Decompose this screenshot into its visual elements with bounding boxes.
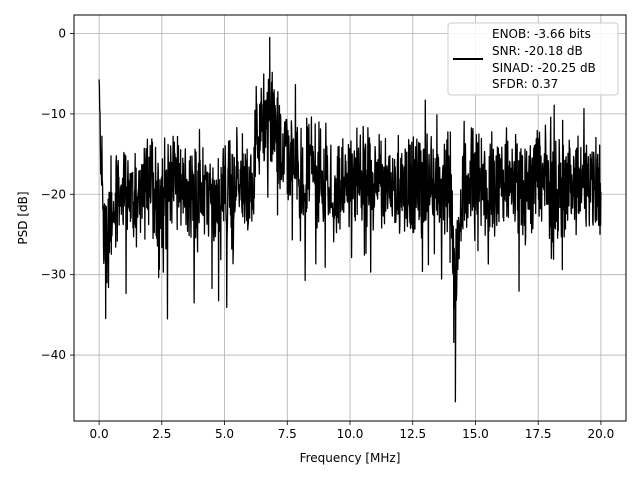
x-axis-label: Frequency [MHz] [300, 451, 401, 465]
psd-series-line [98, 36, 602, 403]
y-tick-label: 0 [58, 26, 66, 40]
x-tick-label: 20.0 [588, 427, 615, 441]
y-axis-ticks: 0 −10 −20 −30 −40 [41, 26, 74, 362]
y-tick-label: −40 [41, 348, 66, 362]
legend-sinad: SINAD: -20.25 dB [492, 61, 596, 75]
x-tick-label: 5.0 [215, 427, 234, 441]
x-tick-label: 10.0 [337, 427, 364, 441]
legend-snr: SNR: -20.18 dB [492, 44, 583, 58]
y-axis-label: PSD [dB] [16, 191, 30, 244]
legend: ENOB: -3.66 bits SNR: -20.18 dB SINAD: -… [447, 22, 619, 96]
x-tick-label: 2.5 [152, 427, 171, 441]
legend-box [447, 22, 619, 96]
x-tick-label: 7.5 [278, 427, 297, 441]
legend-sfdr: SFDR: 0.37 [492, 77, 558, 91]
x-tick-label: 17.5 [525, 427, 552, 441]
x-axis-ticks: 0.0 2.5 5.0 7.5 10.0 12.5 15.0 17.5 20.0 [90, 421, 615, 441]
x-tick-label: 0.0 [90, 427, 109, 441]
x-tick-label: 12.5 [399, 427, 426, 441]
y-tick-label: −30 [41, 268, 66, 282]
psd-trace [98, 36, 602, 403]
legend-enob: ENOB: -3.66 bits [492, 27, 591, 41]
y-tick-label: −20 [41, 187, 66, 201]
x-tick-label: 15.0 [462, 427, 489, 441]
y-tick-label: −10 [41, 107, 66, 121]
